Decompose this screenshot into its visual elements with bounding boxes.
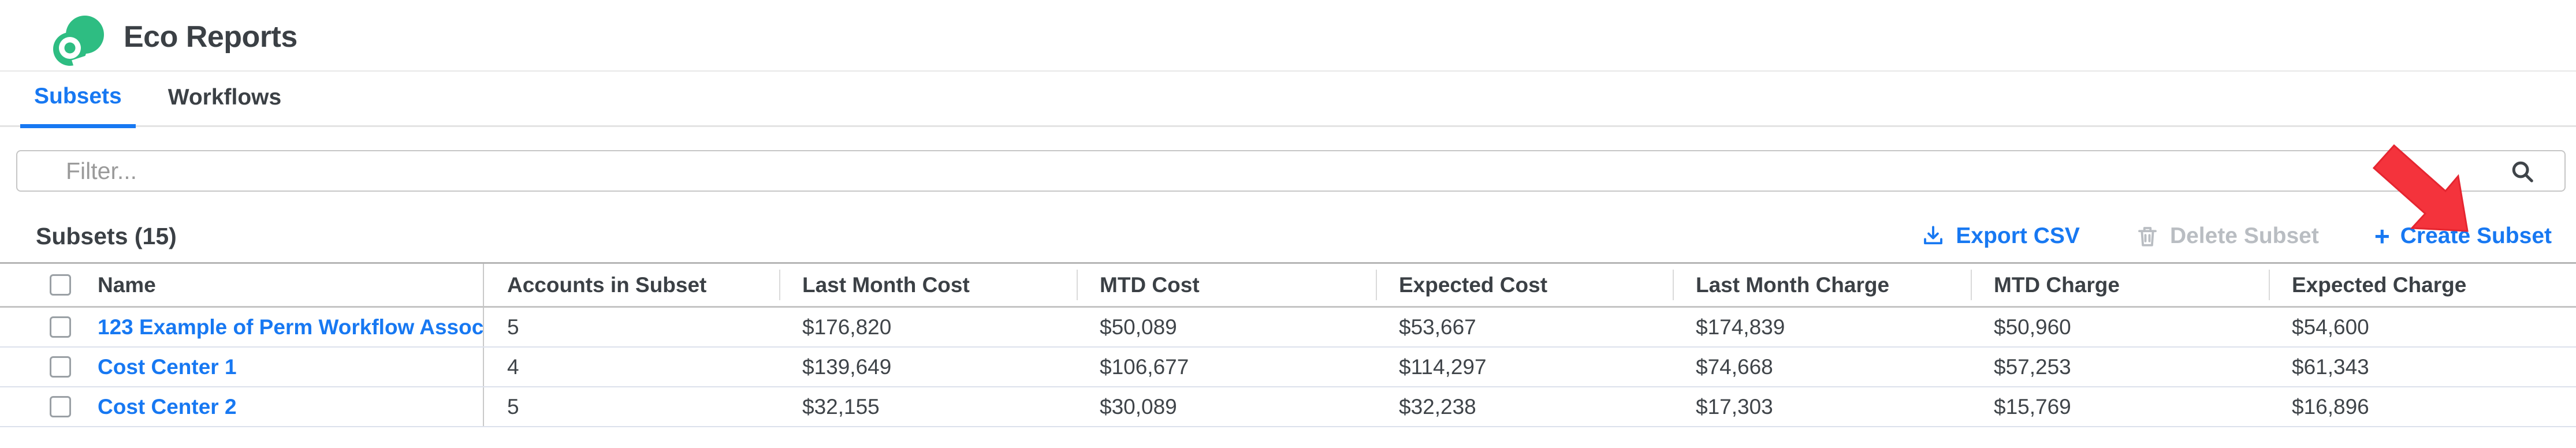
tab-bar: Subsets Workflows (0, 72, 2576, 128)
mtd-cost-cell: $106,677 (1100, 354, 1189, 379)
last-month-cost-cell: $139,649 (802, 354, 892, 379)
row-checkbox[interactable] (50, 316, 71, 338)
row-name-cell: Cost Center 1 (0, 348, 484, 386)
row-checkbox[interactable] (50, 396, 71, 417)
last-month-cost-cell: $32,155 (802, 394, 880, 419)
plus-icon: + (2374, 221, 2390, 251)
header-mtd-cost: MTD Cost (1077, 264, 1376, 306)
expected-cost-cell: $53,667 (1399, 315, 1476, 339)
header-mtd-charge: MTD Charge (1971, 264, 2269, 306)
trash-icon (2138, 227, 2157, 247)
subset-name-link[interactable]: Cost Center 1 (98, 354, 237, 379)
last-month-charge-cell: $74,668 (1696, 354, 1773, 379)
create-subset-label: Create Subset (2400, 223, 2552, 248)
table-row: Cost Center 2 5 $32,155 $30,089 $32,238 … (0, 387, 2576, 427)
expected-charge-cell: $61,343 (2292, 354, 2369, 379)
mtd-cost-cell: $30,089 (1100, 394, 1177, 419)
filter-input[interactable] (16, 150, 2566, 192)
table-row: 123 Example of Perm Workflow Association… (0, 308, 2576, 348)
delete-subset-button[interactable]: Delete Subset (2135, 223, 2319, 249)
tab-subsets[interactable]: Subsets (20, 84, 136, 128)
export-csv-label: Export CSV (1956, 223, 2080, 248)
section-title: Subsets (15) (36, 222, 177, 249)
table-actions: Export CSV Delete Subset + Create Subset (1921, 223, 2552, 249)
expected-charge-cell: $16,896 (2292, 394, 2369, 419)
mtd-charge-cell: $57,253 (1994, 354, 2071, 379)
export-csv-button[interactable]: Export CSV (1921, 223, 2080, 249)
select-all-checkbox[interactable] (50, 274, 71, 296)
accounts-cell: 5 (507, 394, 519, 419)
download-icon (1924, 226, 1943, 245)
row-checkbox[interactable] (50, 356, 71, 378)
expected-cost-cell: $32,238 (1399, 394, 1476, 419)
mtd-charge-cell: $15,769 (1994, 394, 2071, 419)
table-header-row: Name Accounts in Subset Last Month Cost … (0, 264, 2576, 308)
mtd-charge-cell: $50,960 (1994, 315, 2071, 339)
mtd-cost-cell: $50,089 (1100, 315, 1177, 339)
subsets-table: Name Accounts in Subset Last Month Cost … (0, 262, 2576, 427)
row-name-cell: Cost Center 2 (0, 387, 484, 426)
header-last-month-cost: Last Month Cost (779, 264, 1077, 306)
eco-logo-icon (53, 16, 104, 69)
table-row: Cost Center 1 4 $139,649 $106,677 $114,2… (0, 348, 2576, 387)
last-month-charge-cell: $174,839 (1696, 315, 1785, 339)
accounts-cell: 5 (507, 315, 519, 339)
header-name: Name (0, 264, 484, 306)
last-month-cost-cell: $176,820 (802, 315, 892, 339)
header-accounts: Accounts in Subset (507, 272, 707, 297)
app-header: Eco Reports (0, 0, 2576, 72)
delete-subset-label: Delete Subset (2169, 223, 2319, 248)
header-expected-charge: Expected Charge (2269, 264, 2576, 306)
expected-cost-cell: $114,297 (1399, 354, 1487, 379)
tab-workflows[interactable]: Workflows (167, 85, 282, 110)
subset-name-link[interactable]: Cost Center 2 (98, 394, 237, 419)
header-last-month-charge: Last Month Charge (1673, 264, 1971, 306)
expected-charge-cell: $54,600 (2292, 315, 2369, 339)
create-subset-button[interactable]: + Create Subset (2374, 223, 2552, 249)
header-name-label: Name (98, 272, 156, 297)
subset-name-link[interactable]: 123 Example of Perm Workflow Association (98, 315, 484, 339)
accounts-cell: 4 (507, 354, 519, 379)
last-month-charge-cell: $17,303 (1696, 394, 1773, 419)
header-expected-cost: Expected Cost (1376, 264, 1673, 306)
section-bar: Subsets (15) Export CSV Delete Subset + … (0, 210, 2576, 262)
row-name-cell: 123 Example of Perm Workflow Association (0, 308, 484, 346)
search-icon[interactable] (2509, 158, 2536, 185)
filter-bar (16, 150, 2566, 192)
page-title: Eco Reports (124, 20, 297, 54)
